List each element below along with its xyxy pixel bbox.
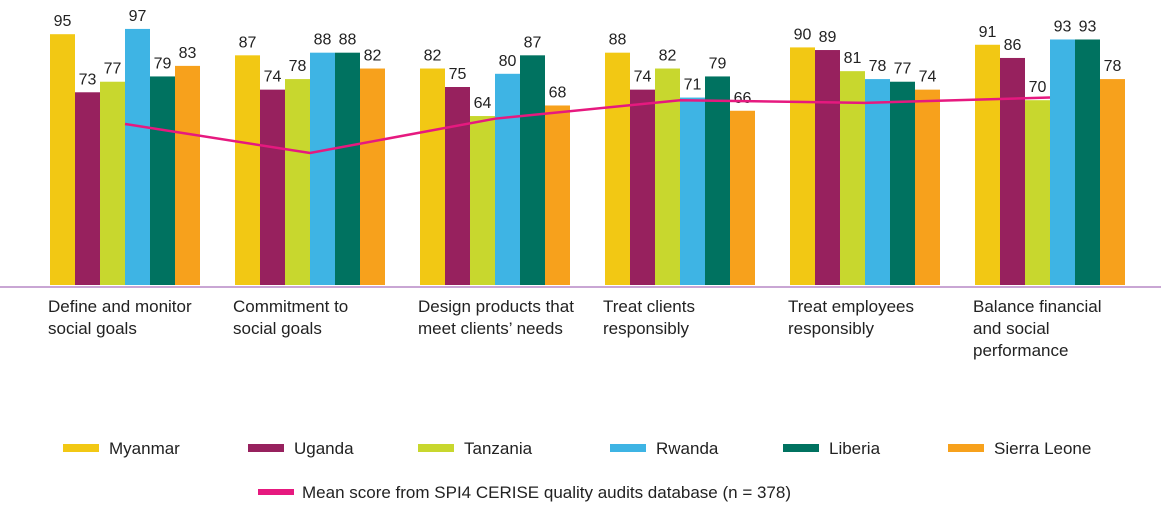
legend-swatch: [248, 444, 284, 452]
bar: [605, 52, 630, 286]
bar: [50, 34, 75, 286]
x-tick-label: Commitment to social goals: [233, 297, 349, 338]
legend-swatch: [783, 444, 819, 452]
x-tick-label: Define and monitor social goals: [48, 297, 192, 338]
bar: [235, 55, 260, 285]
data-label: 74: [919, 69, 937, 86]
legend-label: Mean score from SPI4 CERISE quality audi…: [302, 483, 791, 502]
data-label: 79: [709, 55, 727, 72]
bar: [520, 55, 545, 285]
legend-label: Myanmar: [109, 439, 180, 458]
data-label: 82: [364, 48, 382, 65]
x-tick-label: Balance financial and social performance: [973, 297, 1102, 360]
data-label: 88: [609, 32, 627, 49]
bar: [1000, 57, 1025, 286]
bar: [705, 76, 730, 285]
bar: [175, 65, 200, 285]
bar: [680, 97, 705, 285]
data-label: 70: [1029, 79, 1047, 96]
legend-swatch: [258, 489, 294, 495]
bar: [1100, 79, 1125, 285]
bar: [495, 73, 520, 285]
legend-swatch: [610, 444, 646, 452]
bar: [310, 52, 335, 286]
data-label: 78: [1104, 58, 1122, 75]
bar: [150, 76, 175, 285]
legend-label: Uganda: [294, 439, 354, 458]
data-label: 75: [449, 66, 467, 83]
data-label: 71: [684, 77, 702, 94]
bar: [360, 68, 385, 286]
bar: [335, 52, 360, 286]
bar: [865, 79, 890, 285]
data-label: 89: [819, 29, 837, 46]
bar: [1025, 100, 1050, 285]
data-label: 73: [79, 71, 97, 88]
data-label: 93: [1054, 18, 1072, 35]
data-label: 81: [844, 50, 862, 67]
data-label: 90: [794, 26, 812, 43]
bar: [730, 110, 755, 285]
bar: [445, 87, 470, 285]
data-label: 66: [734, 90, 752, 107]
bar: [790, 47, 815, 286]
legend-swatch: [418, 444, 454, 452]
data-label: 87: [239, 34, 257, 51]
data-label: 93: [1079, 18, 1097, 35]
data-label: 74: [634, 69, 652, 86]
data-label: 77: [894, 61, 912, 78]
bar: [890, 81, 915, 285]
bar: [545, 105, 570, 285]
data-label: 88: [314, 32, 332, 49]
legend-swatch: [948, 444, 984, 452]
bar: [285, 79, 310, 285]
legend-label: Liberia: [829, 439, 881, 458]
bar: [630, 89, 655, 285]
legend-label: Sierra Leone: [994, 439, 1091, 458]
bar: [975, 44, 1000, 286]
mean-line: [124, 96, 1051, 155]
bar: [125, 28, 150, 285]
data-label: 68: [549, 84, 567, 101]
data-label: 78: [869, 58, 887, 75]
data-label: 83: [179, 45, 197, 62]
bar: [100, 81, 125, 285]
data-label: 79: [154, 55, 172, 72]
legend-label: Rwanda: [656, 439, 719, 458]
data-label: 74: [264, 69, 282, 86]
data-label: 82: [424, 48, 442, 65]
data-label: 88: [339, 32, 357, 49]
data-label: 80: [499, 53, 517, 70]
x-tick-label: Treat clients responsibly: [603, 297, 695, 338]
bar: [915, 89, 940, 285]
data-label: 64: [474, 95, 492, 112]
data-label: 87: [524, 34, 542, 51]
data-label: 77: [104, 61, 122, 78]
data-label: 91: [979, 24, 997, 41]
legend-swatch: [63, 444, 99, 452]
data-label: 95: [54, 13, 72, 30]
x-tick-label: Treat employees responsibly: [788, 297, 914, 338]
legend-label: Tanzania: [464, 439, 533, 458]
bar: [815, 50, 840, 285]
bar: [75, 92, 100, 285]
bar: [655, 68, 680, 286]
bar: [260, 89, 285, 285]
bar: [470, 116, 495, 285]
data-label: 86: [1004, 37, 1022, 54]
bar: [1050, 39, 1075, 286]
data-label: 78: [289, 58, 307, 75]
x-tick-label: Design products that meet clients’ needs: [418, 297, 574, 338]
bar: [1075, 39, 1100, 286]
bar: [840, 71, 865, 285]
bar: [420, 68, 445, 286]
data-label: 82: [659, 48, 677, 65]
data-label: 97: [129, 8, 147, 25]
